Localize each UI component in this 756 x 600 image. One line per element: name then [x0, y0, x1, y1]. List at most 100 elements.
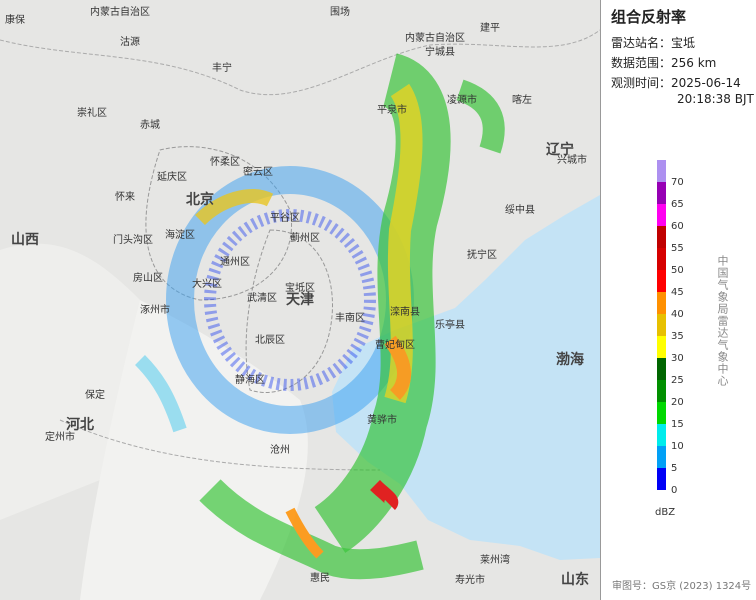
place-label: 门头沟区	[113, 233, 153, 246]
legend-segment	[657, 358, 666, 380]
place-label: 天津	[286, 291, 314, 308]
place-label: 保定	[85, 388, 105, 401]
color-legend: 0 5 10 15 20 25 30 35 40 45 50 55 60 65 70 dBZ	[655, 160, 684, 518]
place-label: 平泉市	[377, 103, 407, 116]
panel-title: 组合反射率	[611, 8, 687, 26]
legend-tick-label: 30	[671, 353, 684, 364]
place-label: 山东	[561, 571, 589, 588]
legend-segment	[657, 468, 666, 490]
legend-segment	[657, 248, 666, 270]
info-panel: 组合反射率 雷达站名：宝坻 数据范围：256 km 观测时间：2025-06-1…	[600, 0, 756, 600]
place-label: 莱州湾	[480, 553, 510, 566]
row-label: 观测时间：	[611, 76, 672, 90]
place-label: 兴城市	[557, 153, 587, 166]
legend-tick-label: 60	[671, 221, 684, 232]
place-label: 乐亭县	[435, 318, 465, 331]
legend-segment	[657, 226, 666, 248]
legend-unit: dBZ	[655, 507, 675, 518]
place-label: 平谷区	[270, 212, 300, 224]
legend-segment	[657, 270, 666, 292]
boundary	[0, 29, 600, 96]
legend-tick-label: 25	[671, 375, 684, 386]
place-label: 通州区	[220, 256, 250, 268]
legend-tick-label: 35	[671, 331, 684, 342]
place-label: 涿州市	[140, 303, 170, 316]
place-label: 抚宁区	[467, 248, 497, 261]
legend-tick-label: 55	[671, 243, 684, 254]
row-value: 256 km	[671, 56, 717, 70]
boundary	[145, 146, 292, 301]
legend-segment	[657, 336, 666, 358]
row-value: 20:18:38 BJT	[677, 92, 754, 106]
legend-tick-label: 10	[671, 441, 684, 452]
place-label: 崇礼区	[77, 106, 107, 119]
place-label: 喀左	[512, 93, 532, 106]
footer: 审图号：GS京 (2023) 1324号	[612, 581, 752, 592]
place-label: 河北	[66, 416, 94, 433]
legend-tick-label: 40	[671, 309, 684, 320]
legend-segment	[657, 292, 666, 314]
place-label: 静海区	[235, 373, 265, 386]
place-label: 沧州	[270, 443, 290, 456]
legend-segment	[657, 424, 666, 446]
legend-segment	[657, 204, 666, 226]
row-label: 数据范围：	[611, 56, 672, 70]
place-label: 康保	[5, 13, 25, 26]
legend-segment	[657, 446, 666, 468]
legend-tick-label: 20	[671, 397, 684, 408]
place-label: 怀柔区	[210, 156, 240, 168]
legend-tick-label: 70	[671, 177, 684, 188]
place-label: 密云区	[243, 165, 273, 178]
place-label: 丰宁	[212, 61, 232, 74]
place-label: 渤海	[556, 351, 584, 368]
place-label: 延庆区	[157, 170, 187, 183]
place-label: 沽源	[120, 35, 140, 48]
row-value: 宝坻	[671, 36, 696, 50]
place-label: 围场	[330, 5, 350, 18]
place-label: 房山区	[133, 271, 163, 284]
legend-segment	[657, 314, 666, 336]
boundary	[245, 229, 333, 393]
organization: 中国气象局雷达气象中心	[716, 255, 729, 387]
row-label: 雷达站名：	[611, 36, 672, 50]
place-label: 滦南县	[390, 305, 420, 318]
place-label: 曹妃甸区	[375, 338, 415, 351]
radar-echo	[134, 53, 505, 580]
legend-segment	[657, 160, 666, 182]
place-label: 宝坻区	[285, 281, 315, 294]
place-label: 建平	[480, 21, 500, 34]
place-label: 宁城县	[425, 45, 455, 58]
place-label: 怀来	[115, 191, 135, 203]
boundary	[59, 419, 381, 471]
place-label: 丰南区	[335, 311, 365, 324]
place-label: 武清区	[247, 291, 277, 304]
legend-tick-label: 45	[671, 287, 684, 298]
place-label: 惠民	[310, 571, 330, 584]
legend-tick-label: 15	[671, 419, 684, 430]
place-label: 黄骅市	[367, 413, 397, 426]
legend-tick-label: 50	[671, 265, 684, 276]
place-label: 辽宁	[546, 141, 574, 158]
legend-tick-label: 65	[671, 199, 684, 210]
place-label: 大兴区	[192, 277, 222, 290]
place-label: 海淀区	[165, 228, 195, 241]
legend-tick-label: 0	[671, 485, 677, 496]
legend-segment	[657, 380, 666, 402]
place-label: 北京	[186, 191, 214, 208]
legend-segment	[657, 402, 666, 424]
legend-segment	[657, 182, 666, 204]
place-label: 北辰区	[255, 334, 285, 346]
place-label: 内蒙古自治区	[405, 31, 465, 44]
place-label: 定州市	[45, 430, 75, 443]
map: 内蒙古自治区内蒙古自治区北京天津河北山西辽宁山东渤海莱州湾康保沽源丰宁围场建平宁…	[0, 0, 600, 600]
place-label: 绥中县	[505, 203, 535, 216]
place-label: 赤城	[140, 119, 160, 131]
place-label: 蓟州区	[290, 231, 320, 244]
place-label: 山西	[11, 232, 39, 248]
place-label: 内蒙古自治区	[90, 5, 150, 18]
legend-tick-label: 5	[671, 463, 677, 474]
place-label: 凌源市	[447, 93, 477, 106]
row-value: 2025-06-14	[671, 76, 741, 90]
place-label: 寿光市	[455, 573, 485, 586]
